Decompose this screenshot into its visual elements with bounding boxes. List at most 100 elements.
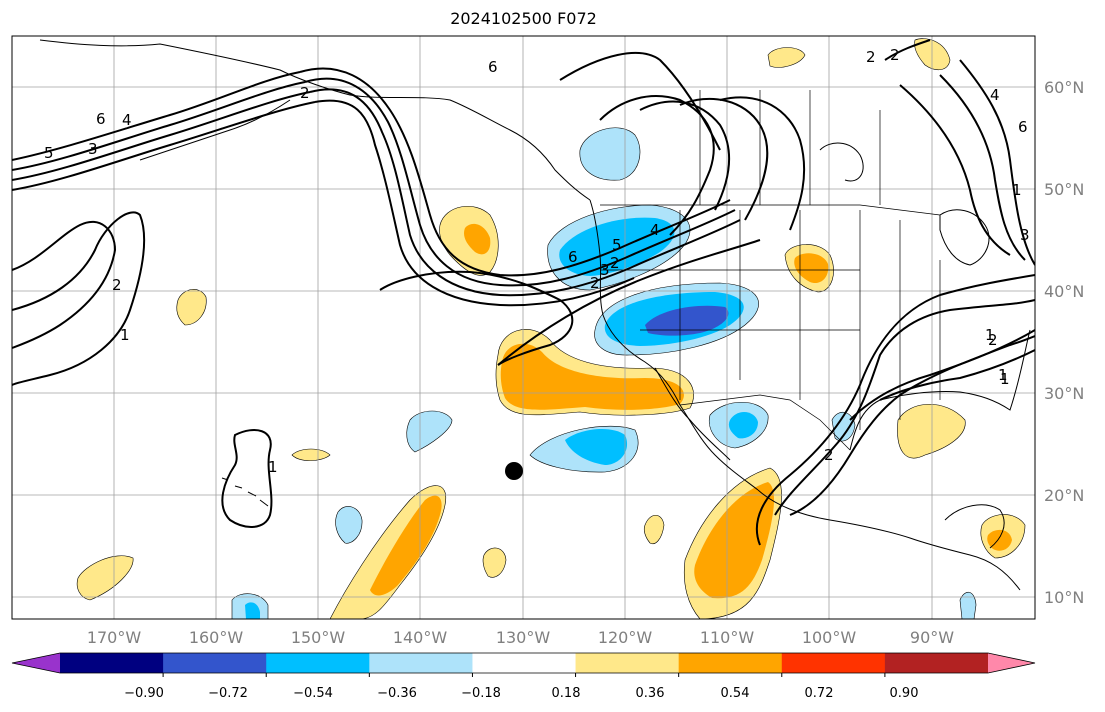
colorbar-outline — [11, 652, 1036, 674]
location-marker — [505, 462, 523, 480]
colorbar-tick-label: −0.54 — [293, 686, 333, 701]
colorbar-tick-label: 0.72 — [805, 686, 834, 701]
contour-line — [379, 270, 574, 366]
borders — [600, 90, 941, 451]
contour-line — [559, 52, 721, 151]
contour-line — [299, 67, 731, 277]
contour-label: 2 — [610, 254, 620, 272]
mexico-coast — [757, 489, 1021, 591]
contour-label: 3 — [88, 140, 98, 158]
contour-label: 2 — [300, 84, 310, 102]
contour-label: 1 — [998, 366, 1008, 384]
plot-title: 2024102500 F072 — [450, 9, 597, 28]
colorbar-extend-min — [12, 653, 60, 673]
colorbar-segment — [369, 653, 473, 673]
colorbar-tick-label: −0.90 — [124, 686, 164, 701]
lon-tick-label: 100°W — [802, 628, 857, 647]
contour-label: 5 — [612, 236, 622, 254]
alaska-coast — [39, 39, 591, 201]
contour-label: 2 — [112, 276, 122, 294]
colorbar-segment — [781, 653, 886, 673]
light-blue-region — [959, 592, 977, 619]
blue-region — [245, 602, 260, 619]
contour-label: 3 — [1020, 226, 1030, 244]
gridlines — [12, 36, 1035, 619]
map-frame — [11, 35, 1036, 620]
colorbar-segment — [266, 653, 370, 673]
contour-label: 1 — [268, 458, 278, 476]
contour-label: 1 — [1000, 370, 1010, 388]
contour-line — [12, 91, 311, 181]
colorbar-tick-label: −0.36 — [377, 686, 417, 701]
blue-region — [565, 428, 628, 465]
contour-label: 4 — [122, 111, 132, 129]
colorbar-segment — [472, 653, 577, 673]
contour-line — [304, 77, 736, 287]
lon-tick-label: 90°W — [910, 628, 954, 647]
map-area: 6 5 4 3 2 1 2 6 2 1 2 1 1 1 2 3 4 5 6 2 … — [12, 36, 1035, 619]
colorbar-tick-label: 0.18 — [552, 686, 581, 701]
colorbar-tick-label: −0.72 — [208, 686, 248, 701]
yellow-region — [76, 555, 134, 601]
orange-region — [794, 253, 829, 284]
contour-line — [879, 349, 1035, 401]
yellow-region — [897, 403, 966, 459]
contour-line — [849, 329, 1035, 421]
lon-tick-label: 120°W — [598, 628, 653, 647]
contour-label: 3 — [600, 261, 610, 279]
contour-line — [774, 299, 1035, 516]
contour-label: 1 — [1012, 181, 1022, 199]
us-canada-border — [600, 204, 941, 216]
us-mexico-border — [679, 394, 851, 451]
contour-label: 6 — [568, 248, 578, 266]
hawaii — [221, 477, 269, 507]
contour-label: 1 — [120, 326, 130, 344]
contour-label: 6 — [488, 58, 498, 76]
contour-line — [679, 97, 769, 221]
contour-line — [639, 100, 731, 211]
lat-tick-label: 20°N — [1044, 486, 1084, 505]
lon-tick-label: 130°W — [496, 628, 551, 647]
contour-line — [12, 71, 301, 161]
contour-label: 6 — [96, 110, 106, 128]
contour-line — [12, 101, 316, 191]
contour-line — [12, 220, 117, 349]
contour-label: 5 — [44, 144, 54, 162]
contour-line — [899, 84, 1011, 256]
lon-tick-label: 160°W — [189, 628, 244, 647]
contour-line — [755, 274, 1035, 546]
contour-line — [789, 335, 1035, 516]
colorbar-segment — [678, 653, 783, 673]
colorbar-segment — [163, 653, 267, 673]
contour-label: 4 — [990, 86, 1000, 104]
contour-label: 1 — [985, 326, 995, 344]
colorbar-tick-label: 0.54 — [721, 686, 750, 701]
colorbar-tick-label: −0.18 — [461, 686, 501, 701]
coastlines — [39, 39, 1031, 591]
colorbar — [11, 652, 1036, 677]
contours — [12, 39, 1035, 546]
lat-tick-label: 40°N — [1044, 282, 1084, 301]
blue-region — [728, 411, 758, 439]
contour-line — [959, 59, 1035, 266]
yellow-region — [291, 448, 331, 461]
latitude-labels: 60°N 50°N 40°N 30°N 20°N 10°N — [1044, 78, 1084, 607]
great-lakes — [939, 209, 990, 266]
hudson-coast — [819, 142, 864, 182]
contour-labels: 6 5 4 3 2 1 2 6 2 1 2 1 1 1 2 3 4 5 6 2 … — [44, 46, 1030, 476]
lat-tick-label: 60°N — [1044, 78, 1084, 97]
contour-line — [12, 81, 306, 171]
lon-tick-label: 110°W — [700, 628, 755, 647]
yellow-region — [176, 289, 207, 326]
contour-label: 2 — [590, 274, 600, 292]
light-blue-region — [335, 506, 363, 544]
west-coast — [589, 199, 759, 491]
colorbar-tick-label: 0.36 — [636, 686, 665, 701]
lon-tick-label: 140°W — [393, 628, 448, 647]
colorbar-tick-label: 0.90 — [890, 686, 919, 701]
contour-line — [884, 39, 931, 61]
lon-tick-label: 170°W — [87, 628, 142, 647]
yellow-region — [767, 47, 806, 68]
lon-tick-label: 150°W — [291, 628, 346, 647]
